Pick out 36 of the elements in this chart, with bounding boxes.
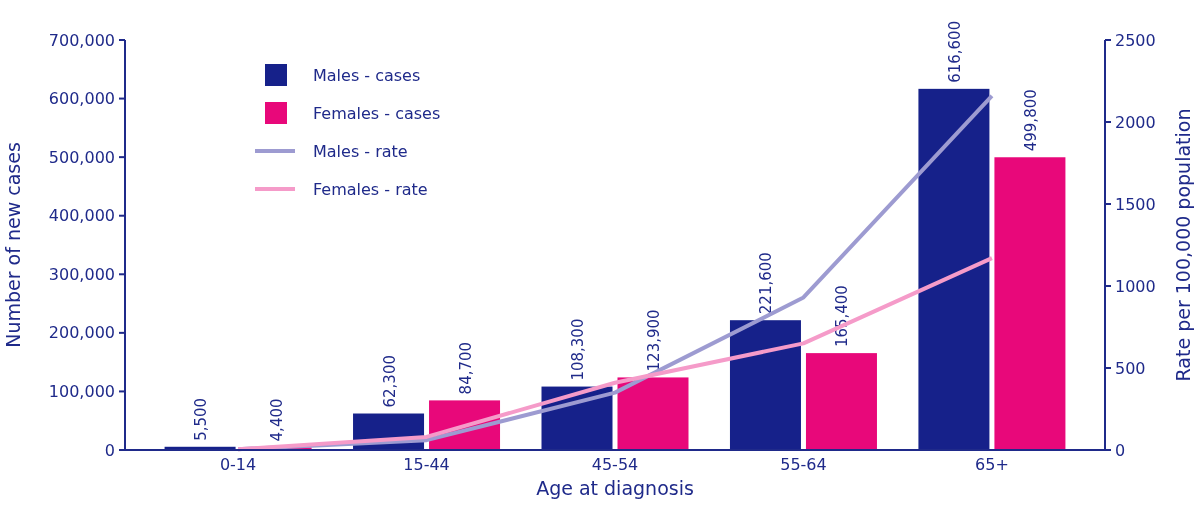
data-label: 616,600 — [945, 20, 964, 83]
x-tick-label: 55-64 — [780, 455, 827, 474]
x-axis-title: Age at diagnosis — [536, 477, 694, 499]
data-label: 62,300 — [380, 355, 399, 408]
data-label: 84,700 — [456, 341, 475, 395]
y-tick-label: 700,000 — [48, 30, 115, 50]
data-label: 108,300 — [569, 318, 587, 381]
y-tick-label: 600,000 — [48, 89, 115, 109]
legend-label: Males - cases — [313, 65, 421, 85]
data-label: 123,900 — [645, 309, 663, 372]
legend-label: Females - cases — [313, 103, 441, 123]
y2-tick-label: 0 — [1115, 440, 1126, 460]
data-label: 221,600 — [757, 252, 776, 315]
x-tick-label: 65+ — [975, 455, 1009, 474]
y2-tick-label: 1500 — [1115, 194, 1156, 214]
y-tick-label: 300,000 — [48, 264, 115, 284]
data-label: 499,800 — [1021, 89, 1040, 152]
y2-tick-label: 2000 — [1115, 112, 1156, 132]
x-tick-label: 45-54 — [591, 455, 639, 474]
x-tick-label: 0-14 — [219, 455, 257, 474]
legend-label: Males - rate — [313, 141, 408, 161]
y2-tick-label: 2500 — [1115, 30, 1156, 50]
data-label: 4,400 — [268, 398, 287, 442]
y-tick-label: 100,000 — [48, 382, 115, 402]
y2-tick-label: 1000 — [1115, 276, 1156, 296]
y-tick-label: 500,000 — [48, 147, 115, 167]
y-tick-label: 0 — [104, 440, 115, 460]
y2-tick-label: 500 — [1115, 358, 1146, 378]
y2-axis-title: Rate per 100,000 population — [1172, 108, 1194, 382]
y-axis-title: Number of new cases — [2, 142, 24, 348]
y-tick-label: 200,000 — [48, 323, 115, 343]
y-tick-label: 400,000 — [48, 206, 115, 226]
legend-label: Females - rate — [313, 179, 428, 199]
x-tick-label: 15-44 — [403, 455, 450, 474]
data-label: 5,500 — [192, 397, 211, 441]
data-label: 165,400 — [833, 285, 852, 348]
